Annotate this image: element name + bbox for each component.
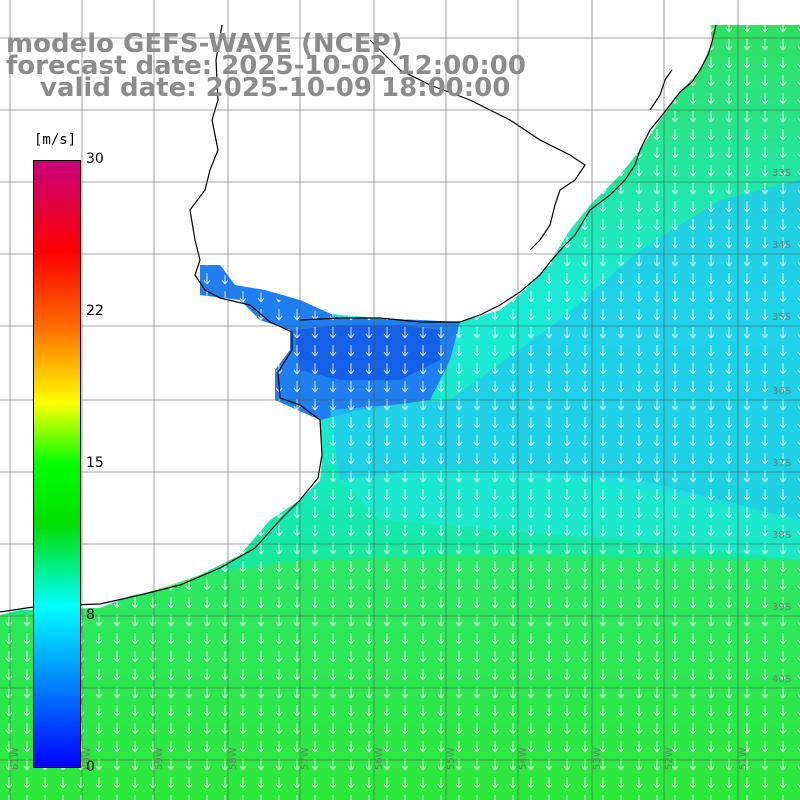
lat-label: 37S (772, 458, 791, 469)
colorbar-tick-label: 8 (86, 607, 95, 623)
forecast-date: forecast date: 2025-10-02 12:00:00 (6, 51, 526, 81)
colorbar-unit: [m/s] (34, 132, 77, 148)
lon-label: 61W (10, 747, 21, 770)
lon-label: 52W (664, 747, 675, 770)
wind-arrows (0, 25, 800, 800)
lon-label: 56W (374, 747, 385, 770)
model-title: modelo GEFS-WAVE (NCEP) (6, 29, 403, 59)
colorbar (33, 160, 81, 768)
lat-label: 40S (772, 674, 791, 685)
valid-date: valid date: 2025-10-09 18:00:00 (40, 73, 511, 103)
lon-label: 54W (518, 747, 529, 770)
lat-label: 35S (772, 312, 791, 323)
lon-label: 60W (82, 747, 93, 770)
lat-label: 39S (772, 602, 791, 613)
colorbar-tick-label: 0 (86, 759, 95, 775)
coastline (0, 24, 717, 613)
lat-labels: 33S 34S 35S 36S 37S 38S 39S 40S (772, 168, 791, 685)
lon-label: 53W (592, 747, 603, 770)
lon-label: 55W (446, 747, 457, 770)
lat-label: 33S (772, 168, 791, 179)
lon-labels: 61W 60W 59W 58W 57W 56W 55W 54W 53W 52W … (10, 747, 749, 770)
lon-label: 58W (228, 747, 239, 770)
lon-label: 51W (738, 747, 749, 770)
lon-label: 59W (154, 747, 165, 770)
lat-label: 36S (772, 386, 791, 397)
colorbar-tick-label: 15 (86, 455, 104, 471)
lon-label: 57W (300, 747, 311, 770)
lat-label: 34S (772, 240, 791, 251)
lat-label: 38S (772, 530, 791, 541)
colorbar-tick-label: 30 (86, 151, 104, 167)
colorbar-tick-label: 22 (86, 303, 104, 319)
